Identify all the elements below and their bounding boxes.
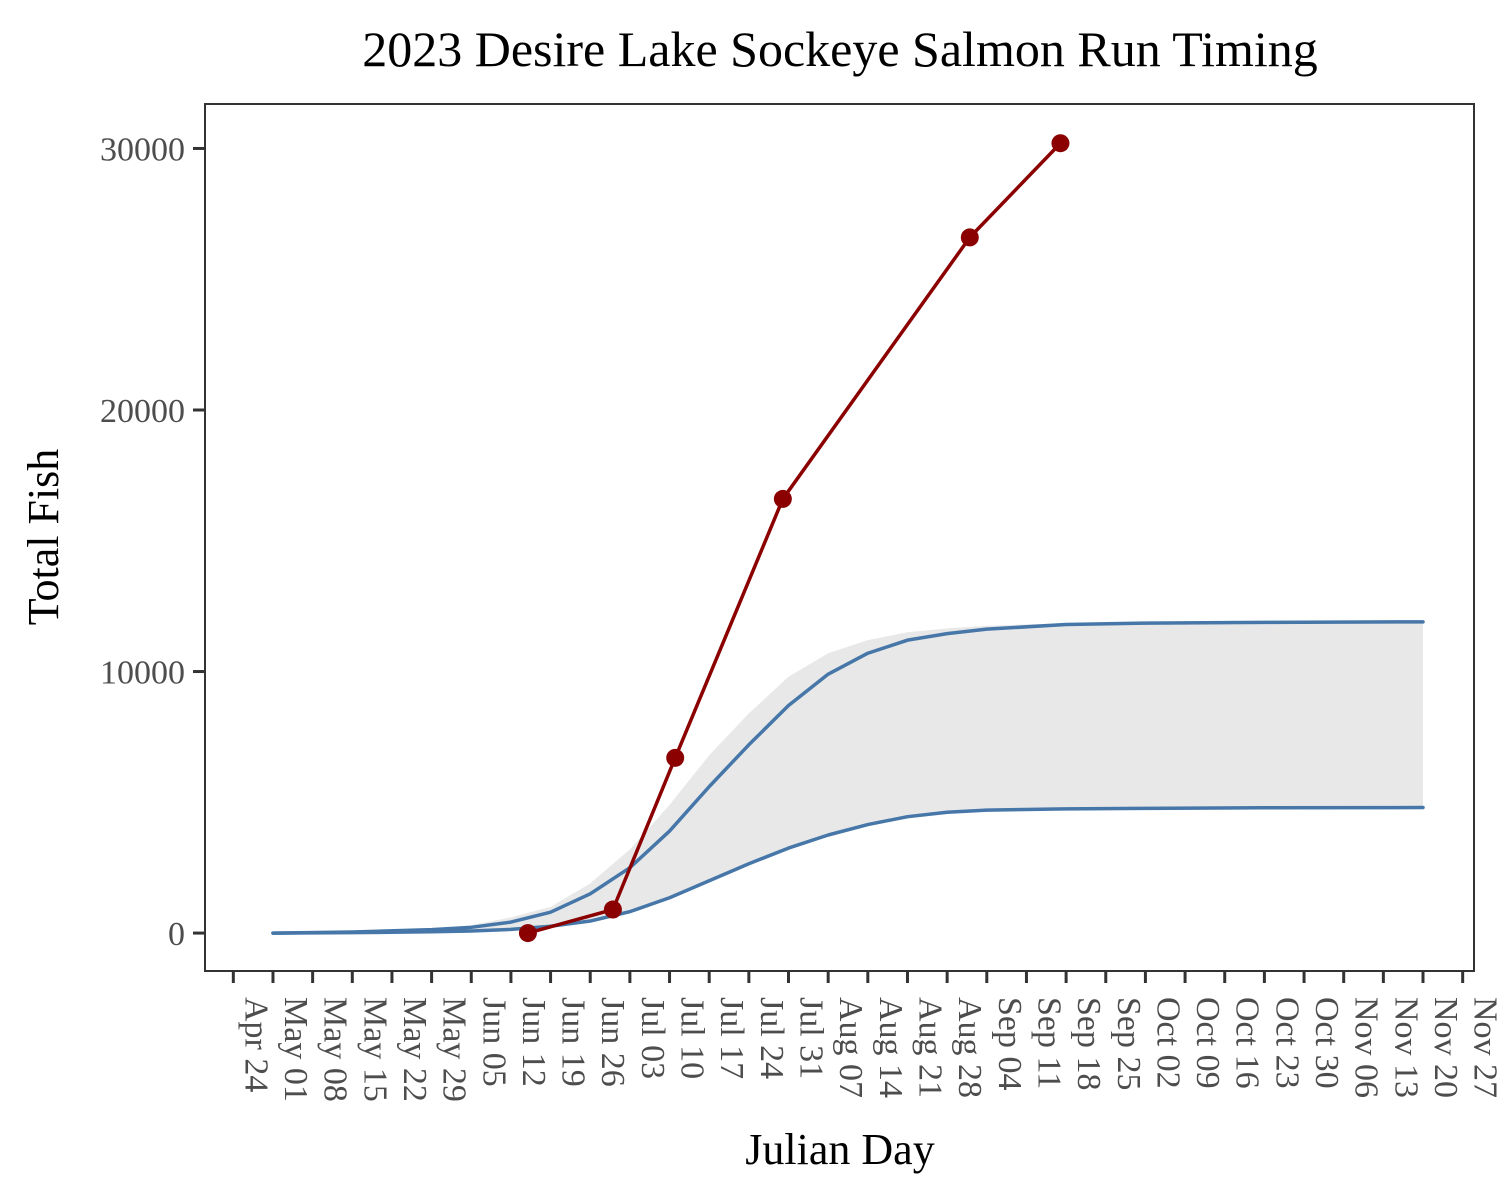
y-tick-label: 0	[168, 916, 185, 953]
observed-point	[666, 748, 685, 767]
x-tick-label: Oct 23	[1268, 997, 1305, 1089]
x-tick-label: Nov 06	[1348, 997, 1385, 1098]
x-tick-label: Oct 09	[1189, 997, 1226, 1089]
x-tick-label: Jul 03	[634, 997, 671, 1079]
confidence-band	[272, 621, 1424, 934]
observed-point	[773, 489, 792, 508]
x-tick-label: Jun 12	[515, 997, 552, 1087]
x-tick-label: May 22	[396, 997, 433, 1102]
observed-point	[603, 900, 622, 919]
observed-run-line	[526, 141, 1063, 935]
plot-area	[205, 104, 1474, 971]
x-tick-label: Sep 04	[991, 997, 1028, 1091]
x-tick-label: Jun 05	[475, 997, 512, 1087]
observed-point	[960, 228, 979, 247]
x-axis-title: Julian Day	[745, 1125, 934, 1174]
x-tick-label: Sep 25	[1110, 997, 1147, 1091]
y-axis: 0 10000 20000 30000	[100, 131, 205, 953]
x-tick-label: Jul 31	[793, 997, 830, 1079]
chart-title: 2023 Desire Lake Sockeye Salmon Run Timi…	[362, 21, 1318, 77]
y-tick-label: 20000	[100, 393, 185, 430]
x-tick-label: Nov 20	[1427, 997, 1464, 1098]
x-tick-label: Jun 26	[594, 997, 631, 1087]
x-tick-label: May 29	[436, 997, 473, 1102]
x-axis: Apr 24 May 01 May 08 May 15 May 22 May 29 Jun …	[231, 971, 1500, 1102]
y-tick-label: 10000	[100, 655, 185, 692]
x-tick-label: May 01	[277, 997, 314, 1102]
x-tick-label: Sep 18	[1070, 997, 1107, 1091]
reference-curve-2	[271, 805, 1425, 935]
x-tick-label: Nov 27	[1467, 997, 1500, 1098]
panel-background	[205, 104, 1474, 971]
x-tick-label: Nov 13	[1387, 997, 1424, 1098]
y-tick-label: 30000	[100, 131, 185, 168]
reference-curve-1	[271, 620, 1425, 935]
x-tick-label: Jul 17	[713, 997, 750, 1079]
x-tick-label: Jun 19	[555, 997, 592, 1087]
x-tick-label: May 08	[317, 997, 354, 1102]
observed-point	[518, 924, 537, 943]
x-tick-label: Oct 02	[1149, 997, 1186, 1089]
x-tick-label: Aug 28	[951, 997, 988, 1098]
x-tick-label: May 15	[356, 997, 393, 1102]
x-tick-label: Jul 10	[674, 997, 711, 1079]
x-tick-label: Apr 24	[237, 997, 274, 1092]
x-tick-label: Aug 21	[911, 997, 948, 1098]
x-tick-label: Aug 07	[832, 997, 869, 1098]
panel-border	[204, 103, 1475, 972]
observed-point	[1051, 134, 1070, 153]
x-tick-label: Sep 11	[1030, 997, 1067, 1089]
x-tick-label: Jul 24	[753, 997, 790, 1079]
x-tick-label: Oct 16	[1229, 997, 1266, 1089]
y-axis-title: Total Fish	[19, 449, 68, 626]
x-tick-label: Aug 14	[872, 997, 909, 1098]
x-tick-label: Oct 30	[1308, 997, 1345, 1089]
